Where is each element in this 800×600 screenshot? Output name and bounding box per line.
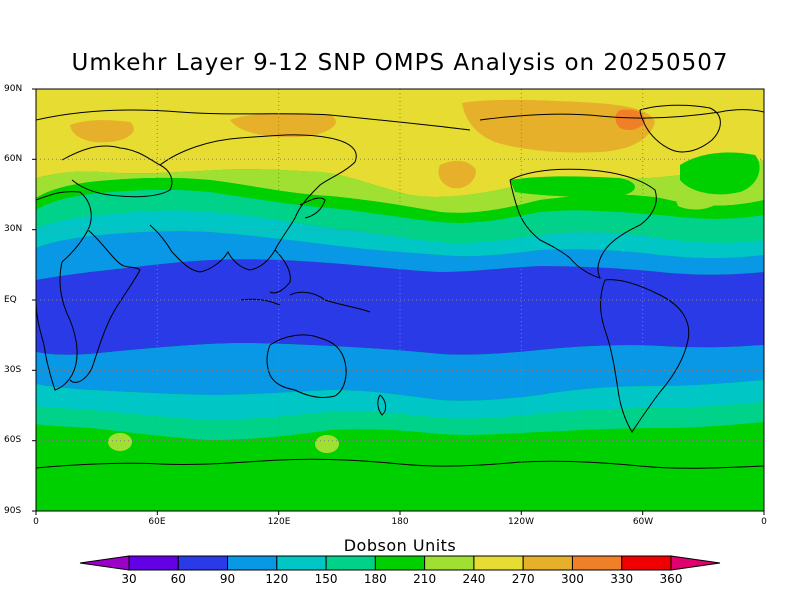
lon-label-120w: 120W [507,517,535,527]
lon-label-0-east: 0 [761,517,767,527]
colorbar-arrow-low [79,555,130,571]
lat-label-60n: 60N [4,154,23,164]
axis-ticks [32,88,765,515]
lat-label-60s: 60S [4,435,22,445]
colorbar-tick-label: 120 [265,572,289,586]
lon-label-60w: 60W [632,517,654,527]
colorbar-swatch [374,555,426,571]
lat-label-30s: 30S [4,365,22,375]
colorbar-tick-label: 60 [170,572,186,586]
lat-label-eq: EQ [4,295,17,305]
lon-label-60e: 60E [148,517,166,527]
colorbar-swatch [621,555,672,571]
colorbar-swatch [177,555,229,571]
colorbar-tick-label: 300 [561,572,584,586]
lat-label-30n: 30N [4,224,23,234]
colorbar-tick-label: 210 [413,572,437,586]
colorbar-title: Dobson Units [343,536,457,555]
colorbar-swatch [571,555,623,571]
colorbar-tick-label: 180 [363,572,387,586]
colorbar-swatch [424,555,475,571]
colorbar-swatch [522,555,573,571]
colorbar-tick-label: 360 [659,572,683,586]
gridlines [36,89,764,511]
lat-label-90s: 90S [4,506,22,516]
colorbar-tick-label: 90 [219,572,236,586]
colorbar-swatch [128,555,179,571]
lon-label-120e: 120E [267,517,291,527]
colorbar-tick-label: 150 [314,572,338,586]
colorbar-tick-label: 240 [462,572,486,586]
colorbar-swatch [276,555,327,571]
colorbar-swatch [227,555,278,571]
colorbar-tick-label: 330 [610,572,634,586]
colorbar-arrow-high [670,555,721,571]
lon-label-180: 180 [391,517,409,527]
colorbar-tick-label: 30 [121,572,137,586]
colorbar [79,555,721,571]
coastlines [36,104,764,469]
lon-label-0: 0 [33,517,39,527]
colorbar-swatch [473,555,524,571]
lat-label-90n: 90N [4,84,23,94]
colorbar-tick-label: 270 [511,572,535,586]
colorbar-swatch [325,555,376,571]
map-title: Umkehr Layer 9-12 SNP OMPS Analysis on 2… [71,50,729,76]
